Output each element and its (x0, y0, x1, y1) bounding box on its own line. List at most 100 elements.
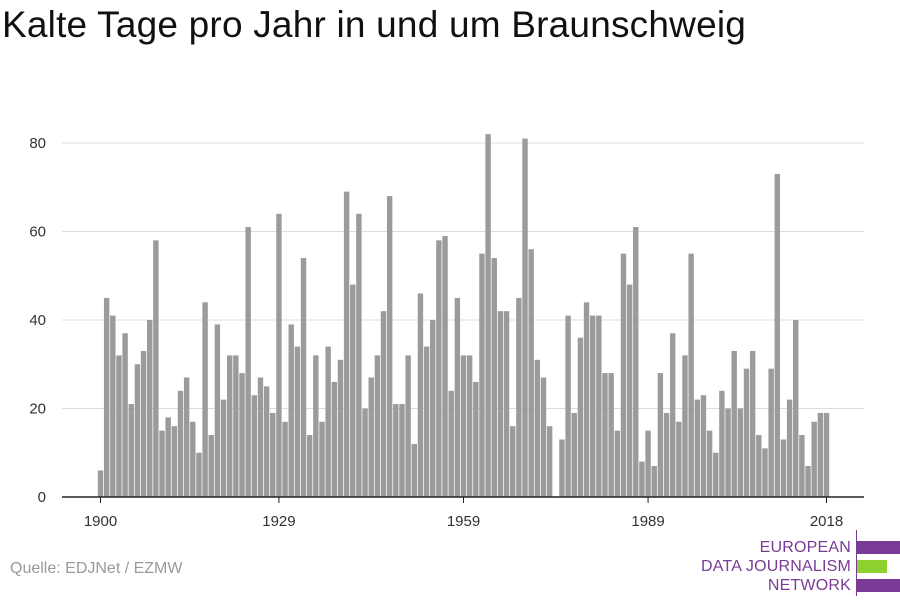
bar (220, 399, 227, 497)
bar (743, 368, 750, 497)
bar (116, 355, 122, 497)
logo-text-data-journalism: DATA JOURNALISM (701, 558, 851, 575)
bar (577, 337, 584, 497)
bar (300, 258, 307, 497)
bar (134, 364, 141, 497)
bar (423, 346, 430, 497)
bar (177, 390, 184, 497)
bar (183, 377, 190, 497)
bar (147, 320, 153, 497)
bar (454, 297, 461, 498)
bar (436, 240, 442, 497)
bar (103, 297, 110, 498)
bar (460, 355, 467, 497)
y-tick-labels: 0 20 40 60 80 (29, 135, 46, 506)
bar (571, 412, 577, 497)
bar (343, 191, 350, 497)
bar (473, 381, 479, 497)
bar (485, 134, 491, 497)
bar (337, 359, 344, 497)
logo-text-network: NETWORK (767, 577, 851, 594)
bar (276, 213, 282, 498)
bar (719, 390, 725, 497)
bar (350, 284, 356, 497)
x-tick-label: 1929 (262, 513, 295, 530)
bar (620, 253, 627, 498)
bar (559, 439, 565, 497)
logo-bar-top (857, 541, 900, 554)
bar (196, 452, 202, 497)
bar (405, 355, 411, 497)
bar (319, 421, 325, 497)
y-tick-label: 80 (29, 135, 46, 152)
bar (110, 315, 116, 497)
bar (263, 386, 270, 498)
source-note: Quelle: EDJNet / EZMW (10, 560, 183, 577)
bar (737, 408, 744, 497)
logo-bar-bottom (857, 579, 900, 592)
x-tick-label: 1989 (631, 513, 664, 530)
bar (479, 253, 485, 498)
bar (811, 421, 817, 497)
bar (645, 430, 651, 498)
bar (313, 355, 319, 497)
chart-title: Kalte Tage pro Jahr in und um Braunschwe… (2, 4, 747, 45)
bar (688, 253, 694, 498)
x-axis (62, 496, 864, 503)
bar (663, 412, 670, 497)
bar (331, 381, 337, 497)
bar (411, 443, 417, 497)
bar (596, 315, 602, 497)
bar (368, 377, 374, 497)
bar (528, 249, 534, 497)
bar (805, 466, 811, 497)
bar (190, 421, 196, 497)
bar (823, 412, 830, 497)
bar (706, 430, 713, 498)
y-tick-label: 0 (38, 489, 46, 506)
bar (233, 355, 239, 497)
bar (516, 297, 522, 498)
bar (762, 448, 768, 497)
bar (676, 421, 682, 497)
bar (682, 355, 688, 497)
edjnet-logo: EUROPEAN DATA JOURNALISM NETWORK (700, 530, 900, 596)
y-tick-label: 20 (29, 401, 46, 418)
x-tick-labels: 1900 1929 1959 1989 2018 (84, 513, 843, 530)
bar (799, 435, 805, 497)
bar (214, 324, 221, 497)
y-tick-label: 40 (29, 312, 46, 329)
bar (608, 373, 614, 497)
x-tick-label: 2018 (810, 513, 843, 530)
bars (97, 134, 830, 498)
bar (639, 461, 645, 497)
bar (817, 412, 824, 497)
bar (651, 466, 657, 497)
bar (497, 311, 504, 497)
bar (694, 399, 700, 497)
bar (159, 430, 165, 498)
bar (602, 373, 608, 497)
bar (356, 213, 362, 498)
bar (386, 196, 393, 497)
bar (756, 435, 762, 497)
bar (171, 426, 178, 497)
bar (793, 320, 799, 497)
bar (786, 399, 793, 497)
bar (565, 315, 571, 497)
bar (522, 138, 528, 497)
bar (774, 173, 780, 498)
bar (503, 311, 510, 497)
bar (140, 350, 147, 497)
bar (583, 302, 590, 497)
bar (590, 315, 596, 497)
bar (633, 227, 639, 497)
logo-text-european: EUROPEAN (759, 539, 851, 556)
bar (540, 377, 547, 497)
bar (97, 470, 104, 497)
bar (626, 284, 633, 497)
bar (713, 452, 719, 497)
bar (306, 435, 313, 497)
bar (430, 320, 436, 497)
